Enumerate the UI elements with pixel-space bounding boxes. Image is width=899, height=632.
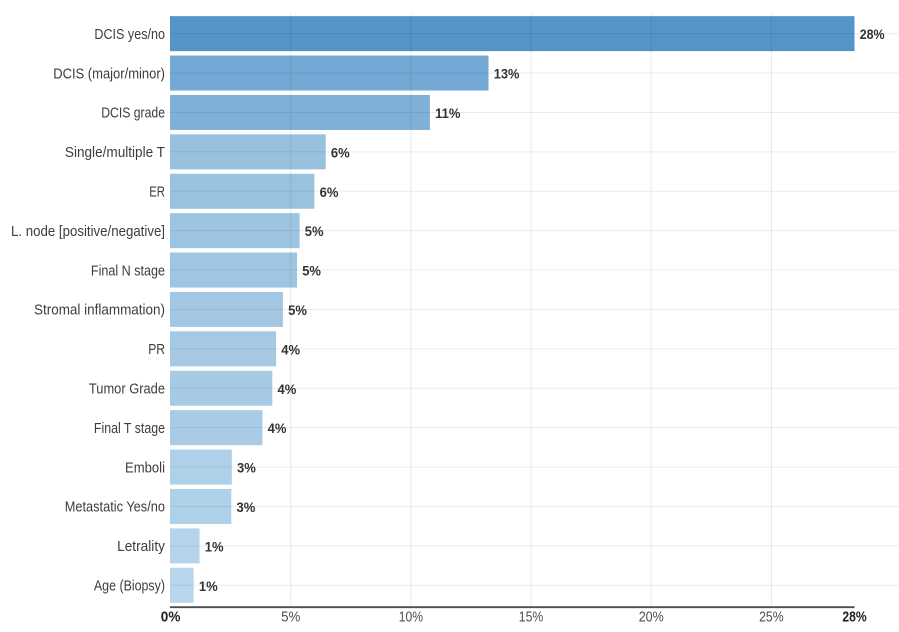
- svg-text:Final N stage: Final N stage: [91, 263, 165, 279]
- svg-text:Letrality: Letrality: [117, 539, 166, 555]
- svg-text:15%: 15%: [519, 609, 544, 625]
- svg-text:6%: 6%: [320, 184, 339, 200]
- svg-text:Tumor Grade: Tumor Grade: [89, 381, 165, 397]
- svg-text:4%: 4%: [268, 420, 287, 436]
- svg-text:L. node [positive/negative]: L. node [positive/negative]: [11, 224, 165, 240]
- svg-text:11%: 11%: [435, 105, 461, 121]
- svg-text:Single/multiple T: Single/multiple T: [65, 145, 165, 161]
- svg-text:DCIS (major/minor): DCIS (major/minor): [53, 66, 165, 82]
- svg-text:PR: PR: [148, 342, 165, 358]
- svg-text:5%: 5%: [281, 609, 300, 625]
- svg-text:28%: 28%: [860, 26, 885, 42]
- svg-text:Final T stage: Final T stage: [94, 421, 165, 437]
- svg-text:10%: 10%: [399, 609, 424, 625]
- svg-text:25%: 25%: [759, 609, 784, 625]
- svg-text:5%: 5%: [305, 223, 324, 239]
- svg-text:Age (Biopsy): Age (Biopsy): [94, 578, 165, 594]
- svg-text:6%: 6%: [331, 144, 350, 160]
- svg-text:4%: 4%: [278, 381, 297, 397]
- svg-text:4%: 4%: [281, 341, 300, 357]
- svg-text:28%: 28%: [842, 609, 867, 625]
- svg-text:Metastatic Yes/no: Metastatic Yes/no: [65, 500, 165, 516]
- svg-text:5%: 5%: [288, 302, 307, 318]
- svg-text:Emboli: Emboli: [125, 460, 165, 476]
- svg-text:3%: 3%: [237, 460, 256, 476]
- svg-text:0%: 0%: [161, 609, 181, 625]
- svg-text:5%: 5%: [302, 263, 321, 279]
- svg-text:ER: ER: [149, 184, 165, 200]
- svg-text:3%: 3%: [237, 499, 256, 515]
- svg-text:DCIS yes/no: DCIS yes/no: [94, 27, 165, 43]
- svg-text:1%: 1%: [205, 538, 224, 554]
- svg-text:20%: 20%: [639, 609, 664, 625]
- svg-text:DCIS grade: DCIS grade: [101, 106, 165, 122]
- svg-text:1%: 1%: [199, 578, 218, 594]
- svg-text:Stromal inflammation): Stromal inflammation): [34, 303, 165, 319]
- svg-text:13%: 13%: [494, 66, 520, 82]
